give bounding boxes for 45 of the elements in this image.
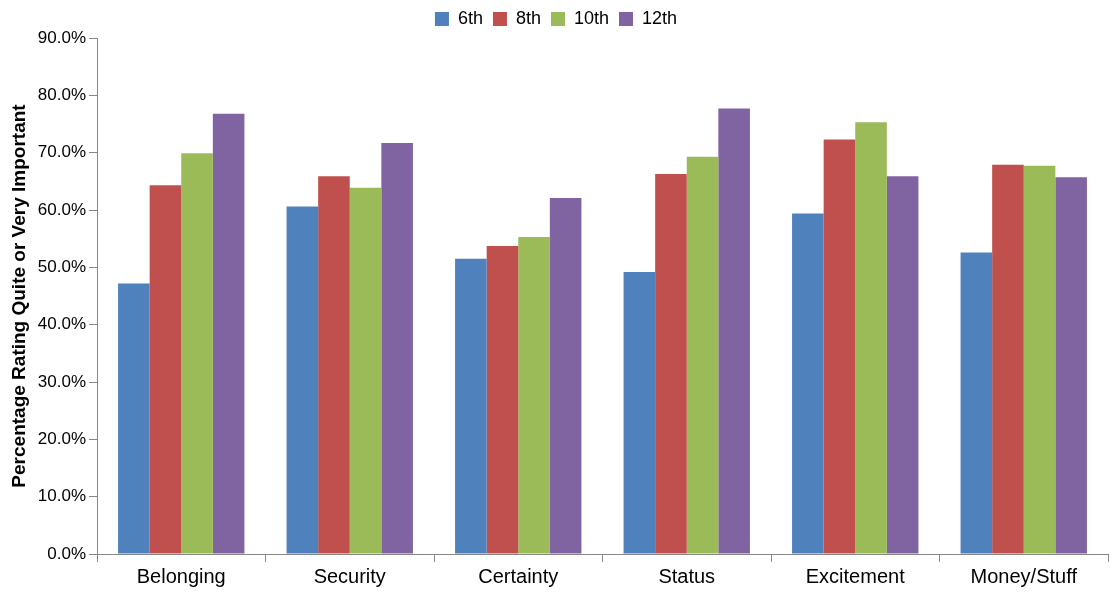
x-tick-label: Certainty (478, 564, 559, 587)
bar (655, 173, 687, 554)
bar (181, 153, 213, 554)
y-tick-label: 60.0% (37, 199, 86, 219)
bar (486, 246, 519, 554)
bar (518, 236, 550, 554)
bar (686, 156, 719, 554)
bar (118, 283, 150, 554)
bar (855, 122, 887, 554)
bar (318, 176, 350, 554)
y-tick-label: 30.0% (37, 371, 86, 391)
y-tick-label: 80.0% (37, 85, 86, 105)
bar (1055, 177, 1087, 554)
y-tick-label: 40.0% (37, 314, 86, 334)
legend-label: 12th (642, 7, 678, 28)
bar (549, 197, 582, 554)
bar (992, 164, 1024, 554)
x-tick-label: Security (313, 564, 386, 587)
bar (623, 271, 656, 554)
bar (349, 187, 382, 554)
y-tick-label: 10.0% (37, 486, 86, 506)
bar (381, 142, 413, 554)
x-tick-label: Status (658, 564, 716, 587)
bar (792, 213, 824, 554)
bar (455, 258, 487, 554)
bar (823, 139, 856, 554)
bar (1023, 165, 1056, 554)
bar (212, 113, 245, 554)
legend-label: 8th (515, 7, 541, 28)
y-tick-label: 90.0% (37, 27, 86, 47)
y-tick-label: 50.0% (37, 257, 86, 277)
bar (149, 185, 182, 554)
bar (886, 176, 919, 554)
y-axis-title: Percentage Rating Quite or Very Important (7, 103, 29, 488)
x-tick-label: Belonging (136, 564, 226, 587)
bar (718, 108, 750, 554)
y-tick-label: 70.0% (37, 142, 86, 162)
bar (960, 252, 993, 554)
y-tick-label: 0.0% (47, 543, 86, 563)
x-tick-label: Excitement (805, 564, 906, 587)
y-tick-label: 20.0% (37, 429, 86, 449)
bar (286, 206, 319, 554)
x-tick-label: Money/Stuff (970, 564, 1078, 587)
legend-label: 10th (573, 7, 610, 28)
legend-label: 6th (457, 7, 483, 28)
